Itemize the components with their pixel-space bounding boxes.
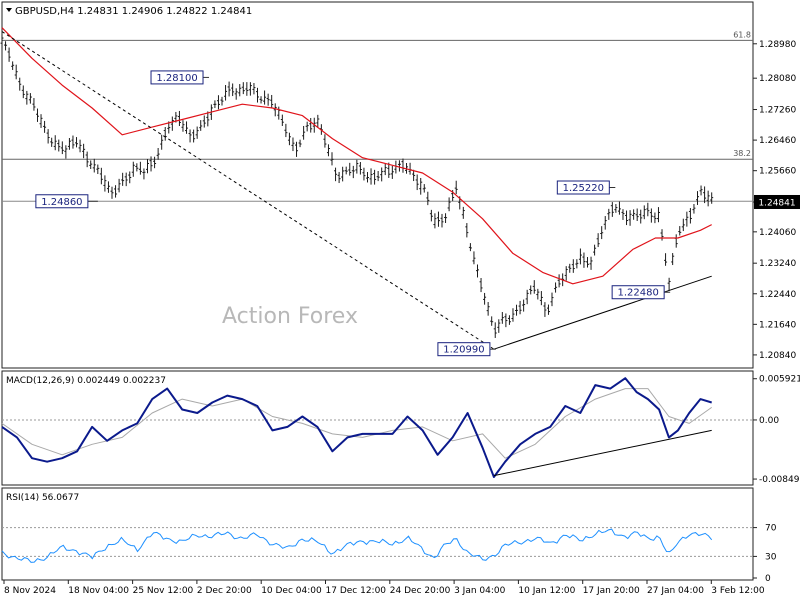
macd-tick-label: -0.00849 — [759, 475, 800, 485]
annotation-label: 1.20990 — [443, 345, 484, 356]
rsi-title: RSI(14) 56.0677 — [6, 493, 79, 503]
annotation-label: 1.24860 — [41, 197, 82, 208]
chart-header-title: GBPUSD,H4 1.24831 1.24906 1.24822 1.2484… — [15, 6, 252, 17]
macd-tick-label: 0.005921 — [759, 375, 800, 385]
x-tick-label: 27 Jan 04:00 — [647, 586, 704, 596]
macd-line — [1, 377, 712, 478]
x-tick-label: 25 Nov 12:00 — [133, 586, 194, 596]
x-tick-label: 8 Nov 2024 — [4, 586, 56, 596]
moving-average-line — [1, 27, 712, 285]
price-tick-label: 1.28980 — [759, 40, 796, 50]
price-panel-frame — [1, 1, 754, 369]
x-tick-label: 10 Jan 12:00 — [518, 586, 575, 596]
price-tick-label: 1.25660 — [759, 167, 796, 177]
macd-tick-label: 0.00 — [759, 416, 779, 426]
watermark: Action Forex — [222, 304, 358, 329]
axis-layer: 1.28980 1.28080 1.27260 1.26460 1.25660 1.248… — [3, 40, 800, 596]
price-tick-label: 1.23240 — [759, 259, 796, 269]
annotation-label: 1.25220 — [563, 183, 604, 194]
price-annotation: 1.20990 — [437, 342, 496, 357]
price-tick-label: 1.26460 — [759, 136, 796, 146]
rsi-tick-label: 0 — [765, 574, 771, 584]
fib-level-label: 38.2 — [733, 149, 751, 158]
price-tick-label: 1.27260 — [759, 106, 796, 116]
price-tick-label: 1.24060 — [759, 228, 796, 238]
fib-level-label: 61.8 — [733, 30, 751, 39]
price-annotation: 1.24860 — [35, 194, 98, 209]
price-tick-label: 1.20840 — [759, 351, 796, 361]
annotation-box — [35, 194, 89, 209]
x-tick-label: 24 Dec 20:00 — [390, 586, 451, 596]
rsi-tick-label: 70 — [765, 524, 777, 534]
current-price-box — [754, 194, 800, 209]
x-tick-label: 10 Dec 04:00 — [261, 586, 322, 596]
macd-layer — [1, 377, 753, 478]
rsi-line — [1, 528, 713, 563]
support-trendline — [493, 275, 712, 350]
price-annotation: 1.25220 — [556, 180, 616, 195]
macd-title: MACD(12,26,9) 0.002449 0.002237 — [6, 376, 166, 386]
annotation-box — [150, 70, 204, 85]
x-tick-label: 3 Jan 04:00 — [454, 586, 506, 596]
price-annotation: 1.28100 — [150, 70, 210, 85]
x-tick-label: 2 Dec 20:00 — [197, 586, 252, 596]
x-tick-label: 17 Dec 12:00 — [326, 586, 387, 596]
annotation-box — [437, 342, 491, 357]
annotation-label: 1.28100 — [156, 73, 197, 84]
x-tick-label: 3 Feb 12:00 — [711, 586, 765, 596]
price-tick-label: 1.21640 — [759, 320, 796, 330]
macd-trendline — [493, 429, 712, 477]
x-tick-label: 17 Jan 20:00 — [583, 586, 640, 596]
price-layer: 61.8 38.2 1.28100 1.24860 1.25220 1.22480 1.20… — [0, 27, 753, 357]
rsi-layer — [1, 527, 753, 563]
x-tick-label: 18 Nov 04:00 — [68, 586, 129, 596]
annotation-box — [611, 285, 665, 300]
price-annotation: 1.22480 — [611, 285, 671, 300]
current-price-label: 1.24841 — [758, 198, 795, 208]
dashed-trendline — [1, 31, 495, 350]
annotation-box — [556, 180, 610, 195]
price-tick-label: 1.28080 — [759, 74, 796, 84]
collapse-triangle-icon[interactable] — [6, 8, 12, 12]
rsi-panel-frame — [1, 487, 754, 581]
rsi-tick-label: 30 — [765, 552, 777, 562]
price-tick-label: 1.22440 — [759, 290, 796, 300]
annotation-label: 1.22480 — [617, 288, 658, 299]
